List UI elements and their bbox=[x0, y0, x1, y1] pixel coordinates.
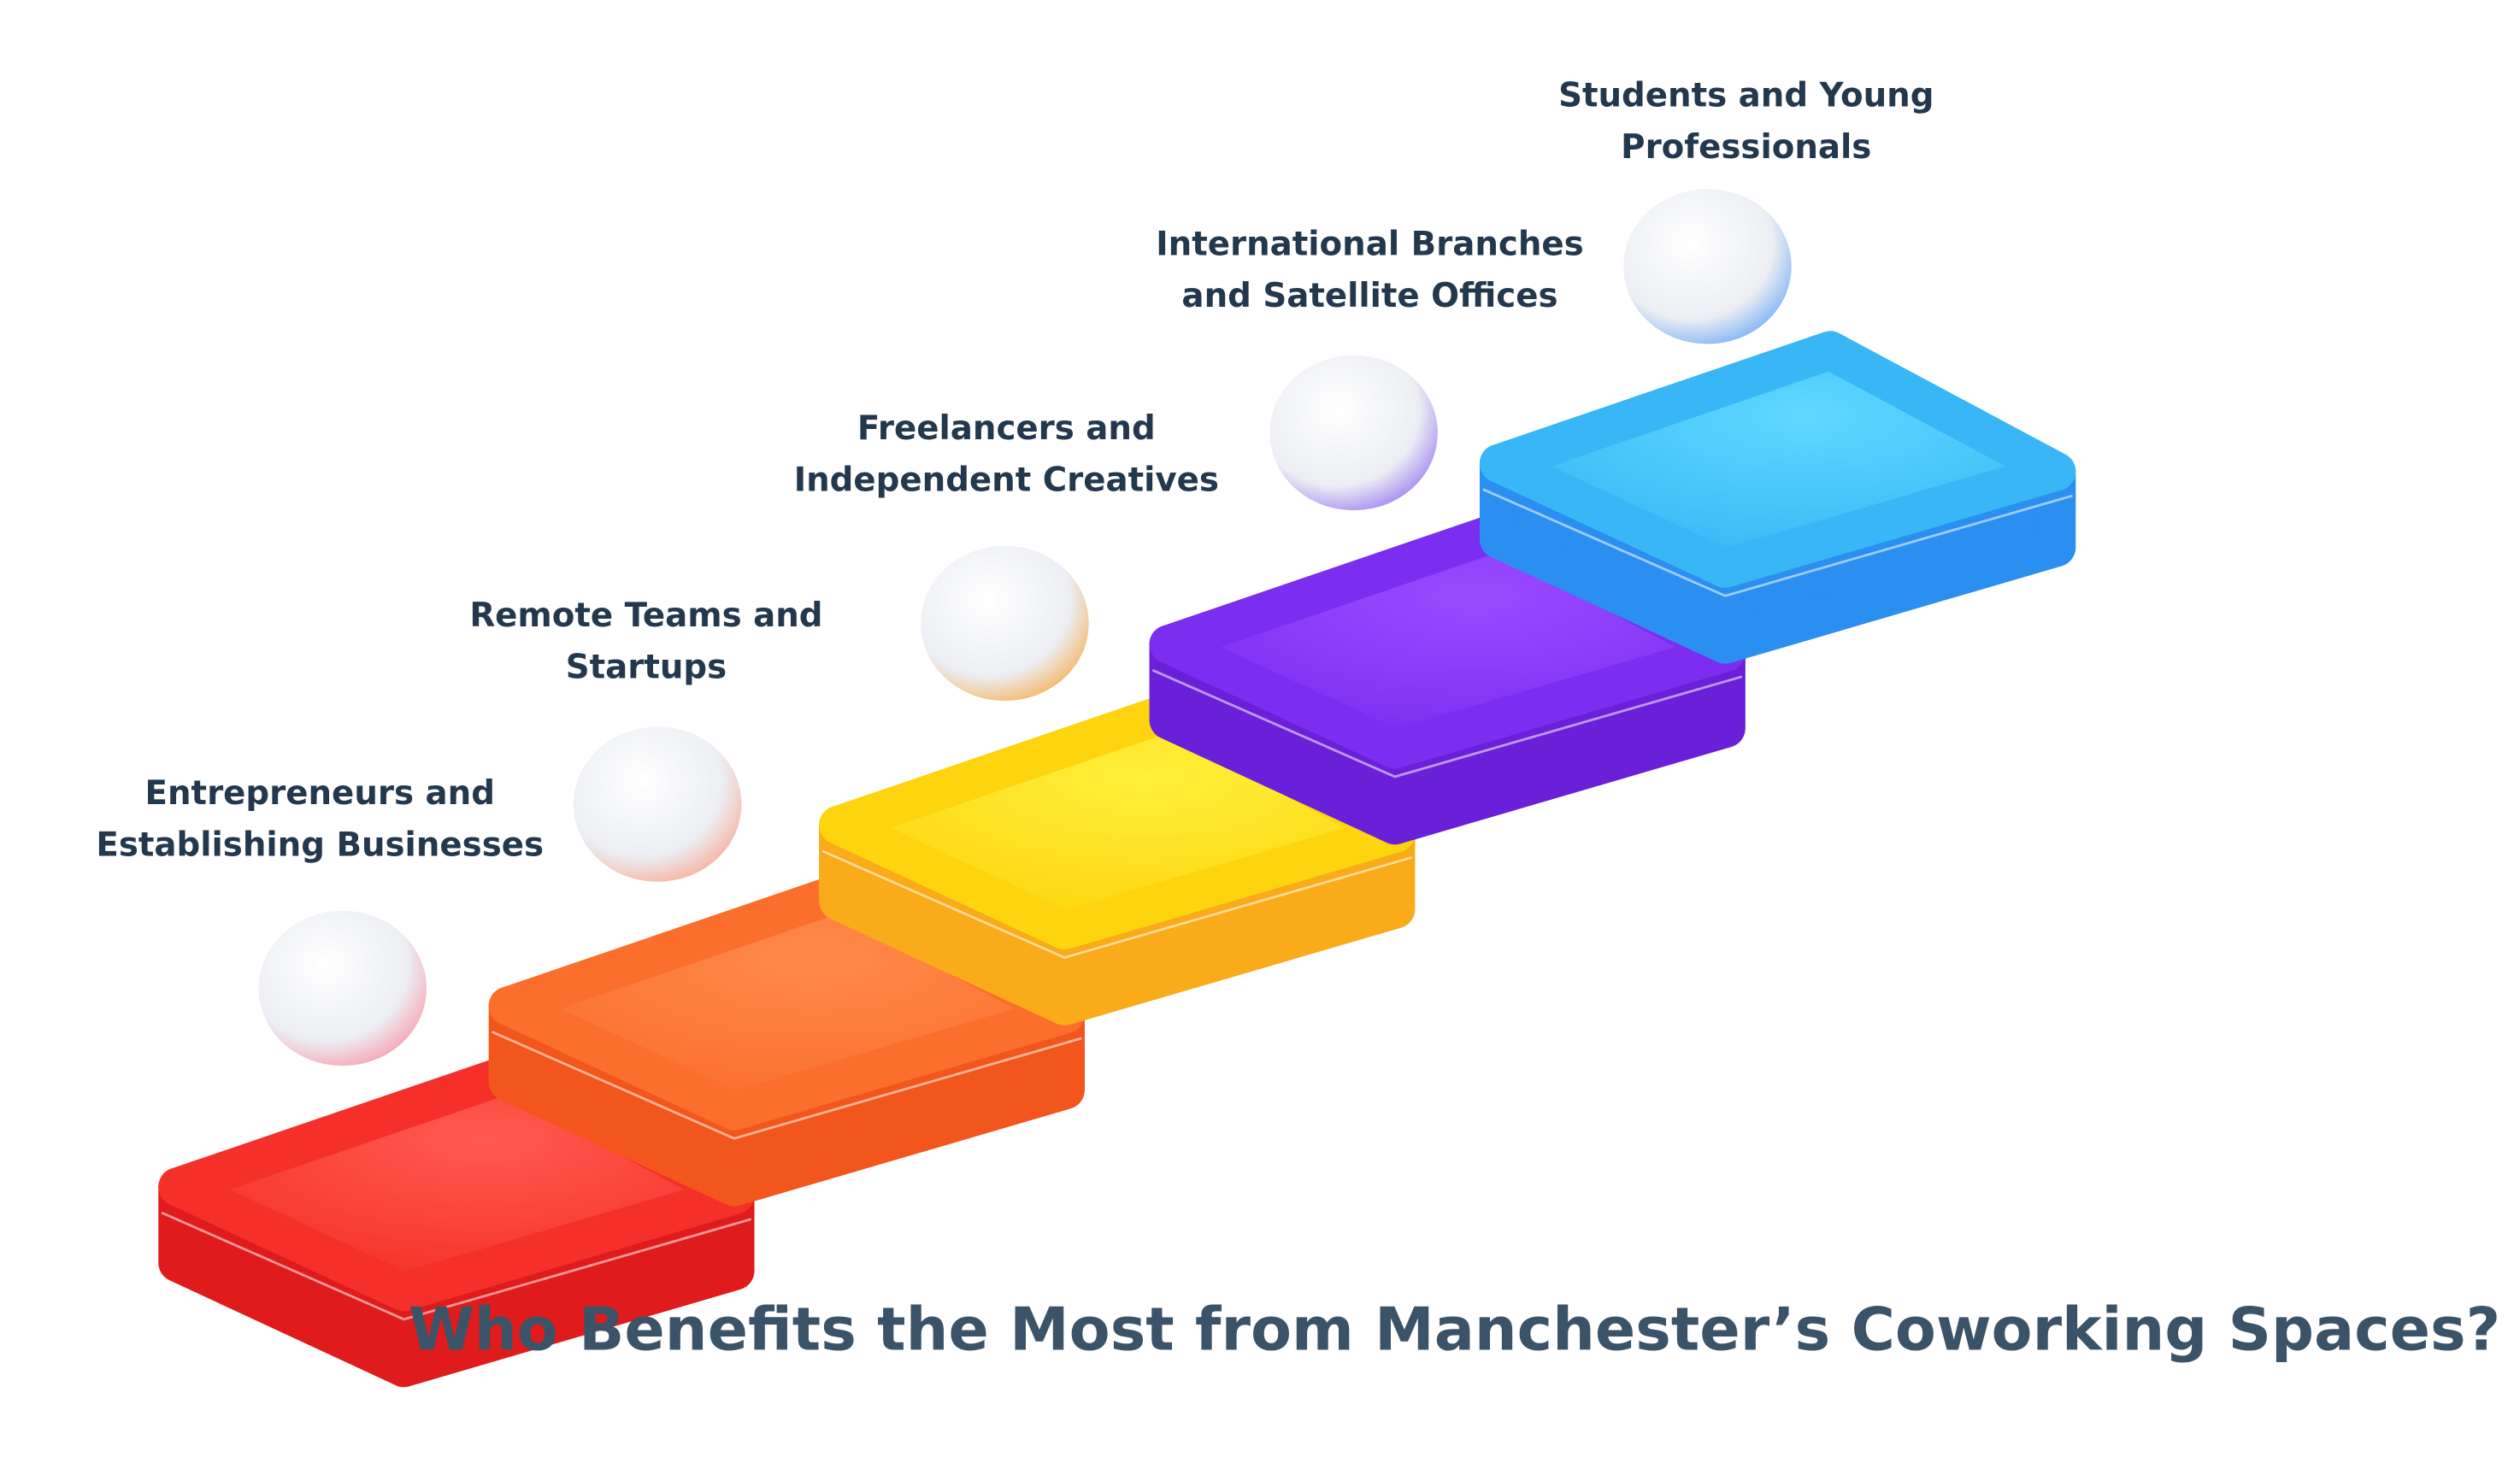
sphere bbox=[1269, 355, 1438, 511]
sphere bbox=[573, 726, 742, 882]
step-label: Entrepreneurs and bbox=[145, 774, 495, 813]
step-rim bbox=[1482, 488, 2073, 597]
step-rim bbox=[491, 1031, 1082, 1140]
step-label: Students and Young bbox=[1558, 77, 1934, 115]
step-rim bbox=[161, 1211, 752, 1321]
step-label: and Satellite Offices bbox=[1181, 277, 1557, 315]
title: Who Benefits the Most from Manchester’s … bbox=[409, 1296, 2500, 1365]
step-label: Freelancers and bbox=[857, 409, 1156, 448]
step-rim bbox=[821, 849, 1413, 960]
step-label: Establishing Businesses bbox=[96, 826, 544, 865]
sphere bbox=[921, 545, 1089, 702]
steps: Entrepreneurs and Establishing Businesses… bbox=[96, 77, 2076, 1388]
sphere bbox=[1623, 189, 1792, 344]
sphere bbox=[258, 910, 427, 1066]
step-label: Startups bbox=[566, 649, 727, 687]
step-label: International Branches bbox=[1156, 226, 1583, 264]
step-top bbox=[1479, 331, 2076, 588]
step-label: Independent Creatives bbox=[794, 461, 1219, 499]
step-rim bbox=[1151, 668, 1743, 779]
step-label: Remote Teams and bbox=[469, 596, 822, 635]
step-label: Professionals bbox=[1621, 128, 1871, 167]
step: Students and Young Professionals bbox=[1479, 77, 2076, 664]
